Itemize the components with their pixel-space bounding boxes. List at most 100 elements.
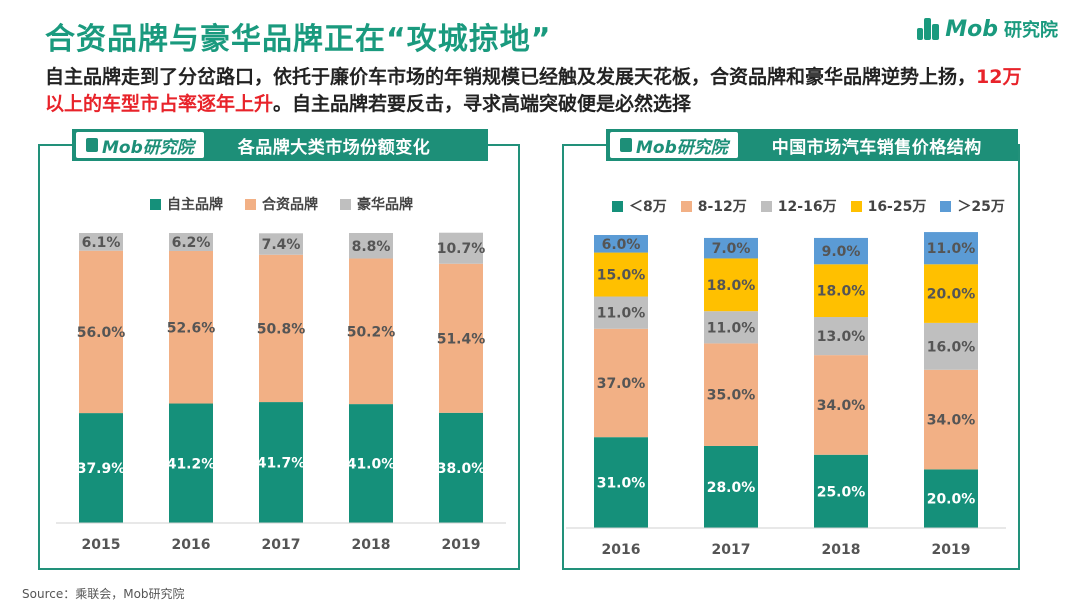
brand-share-header: Mob研究院 各品牌大类市场份额变化 bbox=[72, 129, 488, 161]
data-label: 11.0% bbox=[927, 241, 976, 257]
brand-tag-label: Mob研究院 bbox=[102, 137, 194, 158]
chart-title: 各品牌大类市场份额变化 bbox=[237, 137, 431, 158]
data-label: 52.6% bbox=[167, 320, 216, 336]
bar-segment bbox=[594, 252, 648, 297]
legend-swatch bbox=[150, 198, 161, 210]
bar-segment bbox=[349, 404, 393, 523]
data-label: 56.0% bbox=[77, 325, 126, 341]
x-tick-label: 2015 bbox=[82, 537, 121, 553]
legend-label: ＞25万 bbox=[957, 199, 1005, 215]
legend-label: 16-25万 bbox=[867, 199, 927, 215]
legend-swatch bbox=[850, 200, 862, 212]
bar-segment bbox=[259, 254, 303, 403]
legend-swatch bbox=[340, 198, 351, 210]
data-label: 8.8% bbox=[352, 239, 391, 255]
bar-segment bbox=[169, 233, 213, 251]
price-structure-header: Mob研究院 中国市场汽车销售价格结构 bbox=[606, 129, 1018, 161]
x-tick-label: 2016 bbox=[602, 542, 641, 558]
brand-suffix: 研究院 bbox=[1004, 20, 1058, 41]
x-tick-label: 2017 bbox=[262, 537, 301, 553]
data-label: 50.2% bbox=[347, 324, 396, 340]
data-label: 6.0% bbox=[602, 237, 641, 253]
bar-segment bbox=[259, 233, 303, 255]
data-label: 15.0% bbox=[597, 268, 646, 284]
data-label: 37.0% bbox=[597, 376, 646, 392]
chart-legend: 自主品牌 合资品牌 豪华品牌 bbox=[150, 194, 413, 214]
data-label: 20.0% bbox=[927, 287, 976, 303]
bar-segment bbox=[924, 369, 978, 470]
data-label: 37.9% bbox=[77, 461, 126, 477]
data-label: 34.0% bbox=[817, 398, 866, 414]
brand-logo: Mob 研究院 bbox=[917, 16, 1058, 42]
data-label: 11.0% bbox=[597, 306, 646, 322]
x-tick-label: 2019 bbox=[932, 542, 971, 558]
legend-item: 16-25万 bbox=[850, 196, 927, 216]
brand-tag: Mob研究院 bbox=[76, 132, 204, 158]
bar-segment bbox=[594, 328, 648, 438]
subtitle-part2: 。自主品牌若要反击，寻求高端突破便是必然选择 bbox=[273, 93, 692, 115]
bar-segment bbox=[704, 311, 758, 344]
bar-segment bbox=[704, 343, 758, 446]
data-label: 50.8% bbox=[257, 321, 306, 337]
data-label: 41.2% bbox=[167, 456, 216, 472]
bar-segment bbox=[924, 232, 978, 265]
legend-item: 自主品牌 bbox=[150, 194, 223, 214]
legend-label: 自主品牌 bbox=[167, 197, 223, 213]
bar-segment bbox=[814, 454, 868, 528]
data-label: 41.7% bbox=[257, 456, 306, 472]
x-tick-label: 2019 bbox=[442, 537, 481, 553]
bar-segment bbox=[169, 250, 213, 404]
legend-item: 8-12万 bbox=[680, 196, 747, 216]
bar-segment bbox=[79, 250, 123, 414]
data-label: 28.0% bbox=[707, 480, 756, 496]
x-tick-label: 2018 bbox=[352, 537, 391, 553]
price-structure-chart: 31.0% 37.0% 11.0% 15.0% 6.0% 2016 28.0% 35.0% 11… bbox=[566, 232, 1006, 558]
data-label: 7.4% bbox=[262, 237, 301, 253]
legend-label: 12-16万 bbox=[777, 199, 837, 215]
bar-segment bbox=[349, 233, 393, 259]
bar-segment bbox=[924, 322, 978, 370]
brand-tag-icon bbox=[86, 138, 98, 152]
data-label: 10.7% bbox=[437, 241, 486, 257]
bar-segment bbox=[594, 296, 648, 329]
data-label: 18.0% bbox=[707, 278, 756, 294]
data-label: 11.0% bbox=[707, 320, 756, 336]
brand-share-chart: 37.9% 56.0% 6.1% 2015 41.2% 52.6% 6.2% 2016 41.7… bbox=[56, 232, 506, 553]
brand-tag-label: Mob研究院 bbox=[636, 137, 728, 158]
bar-segment bbox=[924, 264, 978, 323]
bar-segment bbox=[594, 437, 648, 528]
legend-swatch bbox=[680, 200, 692, 212]
legend-item: ＞25万 bbox=[940, 196, 1005, 216]
x-tick-label: 2016 bbox=[172, 537, 211, 553]
data-label: 25.0% bbox=[817, 484, 866, 500]
chart-title: 中国市场汽车销售价格结构 bbox=[771, 137, 982, 158]
data-label: 9.0% bbox=[822, 244, 861, 260]
bar-segment bbox=[704, 258, 758, 312]
legend-swatch bbox=[760, 200, 772, 212]
data-label: 13.0% bbox=[817, 329, 866, 345]
data-label: 34.0% bbox=[927, 413, 976, 429]
legend-swatch bbox=[940, 200, 952, 212]
bar-segment bbox=[169, 403, 213, 523]
bar-segment bbox=[259, 402, 303, 523]
data-label: 35.0% bbox=[707, 388, 756, 404]
data-label: 16.0% bbox=[927, 339, 976, 355]
legend-label: 豪华品牌 bbox=[357, 197, 413, 213]
chart-legend: ＜8万 8-12万 12-16万 16-25万 ＞25万 bbox=[612, 196, 1005, 216]
brand-name: Mob bbox=[945, 16, 998, 42]
legend-item: 12-16万 bbox=[760, 196, 837, 216]
data-label: 31.0% bbox=[597, 476, 646, 492]
x-tick-label: 2017 bbox=[712, 542, 751, 558]
bar-segment bbox=[439, 232, 483, 264]
source-note: Source：乘联会，Mob研究院 bbox=[22, 587, 185, 601]
legend-item: ＜8万 bbox=[612, 196, 667, 216]
legend-item: 合资品牌 bbox=[245, 194, 318, 214]
data-label: 38.0% bbox=[437, 461, 486, 477]
bar-segment bbox=[594, 235, 648, 253]
bar-segment bbox=[439, 263, 483, 413]
data-label: 6.2% bbox=[172, 235, 211, 251]
legend-swatch bbox=[612, 200, 623, 212]
page-title: 合资品牌与豪华品牌正在“攻城掠地” bbox=[45, 22, 552, 57]
data-label: 6.1% bbox=[82, 235, 121, 251]
subtitle-highlight: 12万以上的车型市占率逐年上升 bbox=[45, 66, 1022, 115]
